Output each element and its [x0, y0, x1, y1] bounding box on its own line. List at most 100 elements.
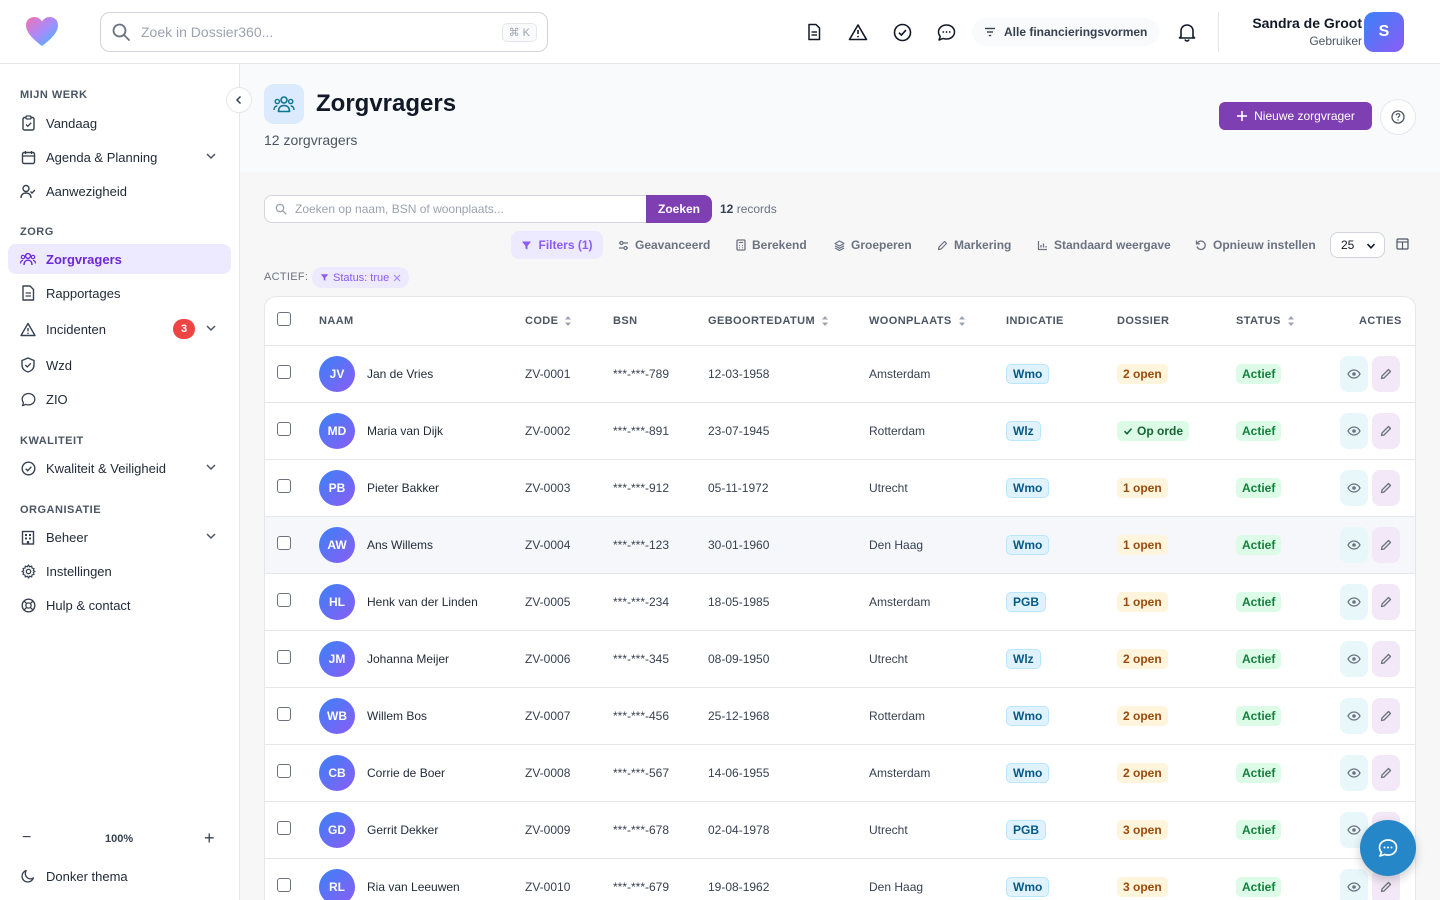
- sidebar-item-incidenten[interactable]: Incidenten 3: [8, 314, 231, 344]
- table-row[interactable]: JM Johanna Meijer ZV-0006 ***-***-345 08-09-…: [265, 631, 1415, 688]
- sidebar-item-beheer[interactable]: Beheer: [8, 522, 231, 552]
- sidebar-item-kwaliteit[interactable]: Kwaliteit & Veiligheid: [8, 453, 231, 483]
- row-checkbox[interactable]: [277, 536, 291, 550]
- mark-button[interactable]: Markering: [937, 231, 1011, 259]
- client-name[interactable]: Ria van Leeuwen: [367, 880, 460, 894]
- chevron-down-icon[interactable]: [205, 150, 217, 162]
- column-header-indicatie[interactable]: INDICATIE: [1006, 315, 1064, 327]
- filters-button[interactable]: Filters (1): [511, 231, 603, 259]
- global-search-input[interactable]: Zoek in Dossier360... ⌘ K: [100, 12, 548, 52]
- row-checkbox[interactable]: [277, 821, 291, 835]
- select-all-checkbox[interactable]: [277, 312, 291, 326]
- row-checkbox[interactable]: [277, 650, 291, 664]
- view-button[interactable]: [1340, 755, 1368, 791]
- advanced-button[interactable]: Geavanceerd: [618, 231, 710, 259]
- bell-icon[interactable]: [1175, 20, 1199, 44]
- view-button[interactable]: [1340, 698, 1368, 734]
- zoom-out-button[interactable]: −: [22, 829, 32, 846]
- edit-button[interactable]: [1372, 356, 1400, 392]
- table-row[interactable]: RL Ria van Leeuwen ZV-0010 ***-***-679 19-08…: [265, 859, 1415, 900]
- dark-theme-toggle[interactable]: Donker thema: [8, 861, 231, 891]
- row-checkbox[interactable]: [277, 365, 291, 379]
- warning-icon[interactable]: [846, 20, 870, 44]
- client-name[interactable]: Henk van der Linden: [367, 595, 478, 609]
- table-row[interactable]: GD Gerrit Dekker ZV-0009 ***-***-678 02-04-1…: [265, 802, 1415, 859]
- row-checkbox[interactable]: [277, 764, 291, 778]
- client-name[interactable]: Corrie de Boer: [367, 766, 446, 780]
- page-size-select[interactable]: 25: [1330, 232, 1385, 258]
- table-row[interactable]: JV Jan de Vries ZV-0001 ***-***-789 12-03-19…: [265, 346, 1415, 403]
- table-row[interactable]: WB Willem Bos ZV-0007 ***-***-456 25-12-1968…: [265, 688, 1415, 745]
- view-button[interactable]: [1340, 584, 1368, 620]
- view-button[interactable]: [1340, 527, 1368, 563]
- table-row[interactable]: MD Maria van Dijk ZV-0002 ***-***-891 23-07-…: [265, 403, 1415, 460]
- view-button[interactable]: [1340, 413, 1368, 449]
- column-header-status[interactable]: STATUS: [1236, 315, 1295, 327]
- client-name[interactable]: Gerrit Dekker: [367, 823, 439, 837]
- new-client-button[interactable]: Nieuwe zorgvrager: [1219, 102, 1372, 130]
- columns-icon[interactable]: [1396, 238, 1409, 250]
- chat-icon[interactable]: [934, 20, 958, 44]
- sidebar-item-zorgvragers[interactable]: Zorgvragers: [8, 244, 231, 274]
- client-name[interactable]: Maria van Dijk: [367, 424, 444, 438]
- table-row[interactable]: PB Pieter Bakker ZV-0003 ***-***-912 05-11-1…: [265, 460, 1415, 517]
- table-row[interactable]: HL Henk van der Linden ZV-0005 ***-***-234 1…: [265, 574, 1415, 631]
- row-checkbox[interactable]: [277, 479, 291, 493]
- table-search-input[interactable]: Zoeken op naam, BSN of woonplaats...: [264, 195, 647, 223]
- avatar[interactable]: S: [1364, 12, 1404, 52]
- row-checkbox[interactable]: [277, 878, 291, 892]
- user-menu[interactable]: Sandra de Groot Gebruiker S: [1218, 12, 1418, 52]
- view-button[interactable]: [1340, 641, 1368, 677]
- document-icon[interactable]: [802, 20, 826, 44]
- search-button[interactable]: Zoeken: [646, 195, 712, 223]
- column-header-woonplaats[interactable]: WOONPLAATS: [869, 315, 966, 327]
- client-name[interactable]: Johanna Meijer: [367, 652, 450, 666]
- client-name[interactable]: Willem Bos: [367, 709, 428, 723]
- sidebar-item-agenda[interactable]: Agenda & Planning: [8, 142, 231, 172]
- sidebar-item-vandaag[interactable]: Vandaag: [8, 108, 231, 138]
- row-checkbox[interactable]: [277, 422, 291, 436]
- sidebar-item-zio[interactable]: ZIO: [8, 384, 231, 414]
- edit-button[interactable]: [1372, 527, 1400, 563]
- help-button[interactable]: [1380, 99, 1416, 135]
- reset-button[interactable]: Opnieuw instellen: [1195, 231, 1316, 259]
- edit-button[interactable]: [1372, 641, 1400, 677]
- funding-filter-button[interactable]: Alle financieringsvormen: [972, 18, 1160, 46]
- dossier360-logo[interactable]: [24, 14, 60, 50]
- edit-button[interactable]: [1372, 698, 1400, 734]
- default-view-button[interactable]: Standaard weergave: [1037, 231, 1171, 259]
- sidebar-item-rapportages[interactable]: Rapportages: [8, 278, 231, 308]
- sidebar-item-aanwezigheid[interactable]: Aanwezigheid: [8, 176, 231, 206]
- chat-fab-button[interactable]: [1360, 820, 1416, 876]
- edit-button[interactable]: [1372, 413, 1400, 449]
- column-header-code[interactable]: CODE: [525, 315, 572, 327]
- column-header-bsn[interactable]: BSN: [613, 315, 638, 327]
- view-button[interactable]: [1340, 356, 1368, 392]
- chevron-down-icon[interactable]: [205, 322, 217, 334]
- column-header-naam[interactable]: NAAM: [319, 315, 354, 327]
- edit-button[interactable]: [1372, 584, 1400, 620]
- client-name[interactable]: Ans Willems: [367, 538, 434, 552]
- client-name[interactable]: Jan de Vries: [367, 367, 434, 381]
- sidebar-item-wzd[interactable]: Wzd: [8, 350, 231, 380]
- check-circle-icon[interactable]: [890, 20, 914, 44]
- view-button[interactable]: [1340, 470, 1368, 506]
- column-header-geboortedatum[interactable]: GEBOORTEDATUM: [708, 315, 829, 327]
- edit-button[interactable]: [1372, 755, 1400, 791]
- sidebar-collapse-button[interactable]: [226, 87, 252, 113]
- chevron-down-icon[interactable]: [205, 530, 217, 542]
- sidebar-item-instellingen[interactable]: Instellingen: [8, 556, 231, 586]
- table-row[interactable]: AW Ans Willems ZV-0004 ***-***-123 30-01-196…: [265, 517, 1415, 574]
- row-checkbox[interactable]: [277, 707, 291, 721]
- view-button[interactable]: [1340, 869, 1368, 900]
- computed-button[interactable]: Berekend: [736, 231, 807, 259]
- active-filter-chip[interactable]: Status: true: [312, 267, 410, 288]
- edit-button[interactable]: [1372, 470, 1400, 506]
- sidebar-item-hulp[interactable]: Hulp & contact: [8, 590, 231, 620]
- table-row[interactable]: CB Corrie de Boer ZV-0008 ***-***-567 14-06-…: [265, 745, 1415, 802]
- client-name[interactable]: Pieter Bakker: [367, 481, 440, 495]
- column-header-dossier[interactable]: DOSSIER: [1117, 315, 1170, 327]
- zoom-in-button[interactable]: +: [204, 828, 215, 848]
- chevron-down-icon[interactable]: [205, 461, 217, 473]
- row-checkbox[interactable]: [277, 593, 291, 607]
